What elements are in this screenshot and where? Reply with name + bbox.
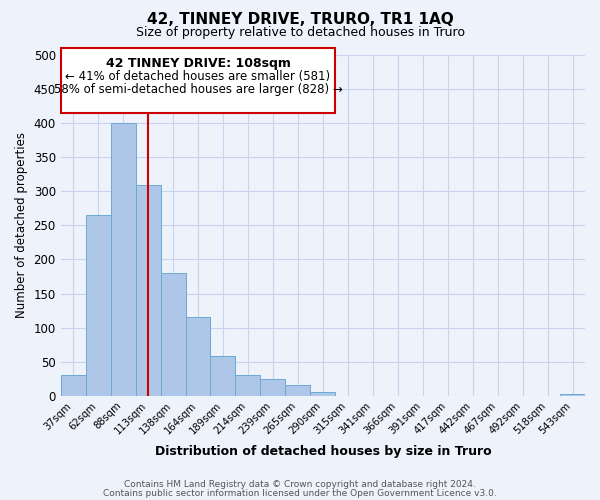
Bar (260, 378, 286, 396)
Bar (136, 184, 161, 396)
Text: 58% of semi-detached houses are larger (828) →: 58% of semi-detached houses are larger (… (53, 83, 343, 96)
FancyBboxPatch shape (61, 48, 335, 113)
Bar (235, 376, 260, 396)
Bar (286, 386, 310, 396)
Bar (560, 394, 585, 396)
Text: 42 TINNEY DRIVE: 108sqm: 42 TINNEY DRIVE: 108sqm (106, 57, 290, 70)
Bar (211, 356, 235, 396)
Text: ← 41% of detached houses are smaller (581): ← 41% of detached houses are smaller (58… (65, 70, 331, 83)
Text: 42, TINNEY DRIVE, TRURO, TR1 1AQ: 42, TINNEY DRIVE, TRURO, TR1 1AQ (146, 12, 454, 28)
Text: Contains public sector information licensed under the Open Government Licence v3: Contains public sector information licen… (103, 489, 497, 498)
Text: Size of property relative to detached houses in Truro: Size of property relative to detached ho… (136, 26, 464, 39)
Bar (161, 273, 185, 396)
Bar (185, 318, 211, 396)
Bar (310, 392, 335, 396)
X-axis label: Distribution of detached houses by size in Truro: Distribution of detached houses by size … (155, 444, 491, 458)
Bar (110, 124, 136, 396)
Y-axis label: Number of detached properties: Number of detached properties (15, 132, 28, 318)
Bar (61, 376, 86, 396)
Bar (86, 215, 110, 396)
Text: Contains HM Land Registry data © Crown copyright and database right 2024.: Contains HM Land Registry data © Crown c… (124, 480, 476, 489)
